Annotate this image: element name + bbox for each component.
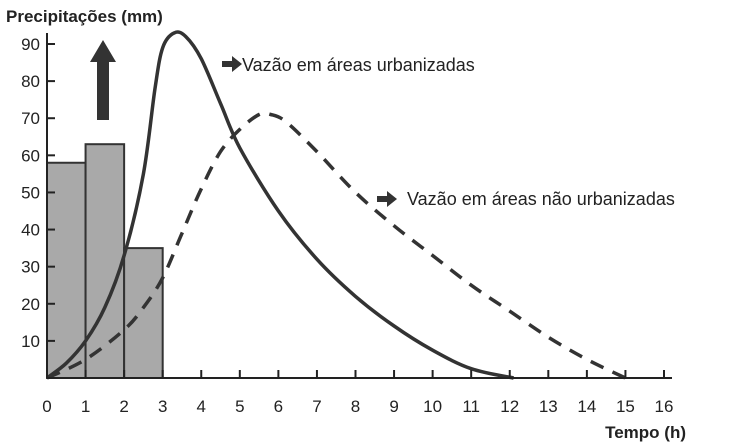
- arrow-right-icon: [377, 191, 397, 207]
- x-tick-label: 5: [235, 397, 244, 416]
- x-tick-label: 11: [462, 397, 480, 416]
- x-tick-label: 8: [351, 397, 360, 416]
- x-tick-label: 1: [81, 397, 90, 416]
- x-tick-label: 9: [389, 397, 398, 416]
- axes: [46, 33, 672, 379]
- arrow-up-icon: [90, 40, 116, 120]
- x-tick-label: 16: [655, 397, 674, 416]
- arrows: [90, 40, 397, 207]
- precipitation-bar-1: [84, 143, 126, 379]
- x-tick-label: 7: [312, 397, 321, 416]
- x-tick-label: 6: [274, 397, 283, 416]
- x-tick-label: 4: [197, 397, 206, 416]
- flow-line-non-urban: [46, 111, 627, 380]
- x-tick-label: 0: [42, 397, 51, 416]
- y-tick-label: 60: [21, 146, 40, 165]
- flow-lines: [45, 30, 627, 380]
- x-tick-label: 2: [119, 397, 128, 416]
- y-tick-label: 90: [21, 35, 40, 54]
- x-tick-label: 14: [577, 397, 596, 416]
- flow-line-urban: [45, 30, 514, 380]
- x-tick-label: 10: [423, 397, 442, 416]
- y-tick-label: 10: [21, 332, 40, 351]
- y-tick-label: 40: [21, 221, 40, 240]
- y-tick-label: 30: [21, 258, 40, 277]
- y-axis-title: Precipitações (mm): [6, 7, 163, 26]
- y-tick-label: 70: [21, 109, 40, 128]
- annotation-urban: Vazão em áreas urbanizadas: [242, 55, 475, 75]
- precipitation-bars: [46, 143, 164, 379]
- y-tick-label: 20: [21, 295, 40, 314]
- x-tick-label: 12: [500, 397, 519, 416]
- precipitation-bar-0: [46, 161, 87, 379]
- annotation-non-urban: Vazão em áreas não urbanizadas: [407, 189, 675, 209]
- y-tick-label: 80: [21, 72, 40, 91]
- tick-labels: 0 1 2 3 4 5 6 7 8 9 10 11 12 13 14 15 161020304050607080…: [21, 35, 673, 416]
- y-tick-label: 50: [21, 183, 40, 202]
- x-tick-label: 15: [616, 397, 635, 416]
- x-tick-label: 3: [158, 397, 167, 416]
- precipitation-bar-2: [123, 247, 164, 379]
- x-axis-title: Tempo (h): [605, 423, 686, 442]
- arrow-right-icon: [222, 56, 242, 72]
- x-tick-label: 13: [539, 397, 558, 416]
